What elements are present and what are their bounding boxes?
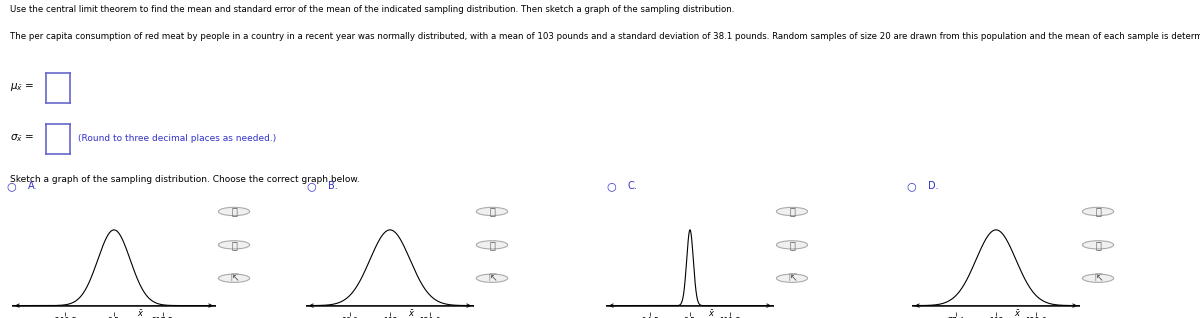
Text: B.: B.	[328, 181, 337, 191]
Text: ⌕: ⌕	[490, 206, 494, 217]
Text: ⇱: ⇱	[1094, 273, 1102, 283]
Text: ⇱: ⇱	[230, 273, 238, 283]
Text: Use the central limit theorem to find the mean and standard error of the mean of: Use the central limit theorem to find th…	[10, 5, 734, 14]
Text: $\bar{x}$: $\bar{x}$	[137, 308, 144, 318]
Text: ⇱: ⇱	[488, 273, 496, 283]
Text: ⌕: ⌕	[232, 206, 236, 217]
Text: $\sigma_{\bar{x}}$ =: $\sigma_{\bar{x}}$ =	[10, 132, 34, 144]
Text: $\bar{x}$: $\bar{x}$	[408, 308, 415, 318]
Text: A.: A.	[28, 181, 37, 191]
Text: $\mu_{\bar{x}}$ =: $\mu_{\bar{x}}$ =	[10, 81, 34, 93]
Text: ⇱: ⇱	[788, 273, 796, 283]
Text: ⌕: ⌕	[790, 206, 794, 217]
Text: ⌕: ⌕	[1096, 240, 1100, 250]
Text: Sketch a graph of the sampling distribution. Choose the correct graph below.: Sketch a graph of the sampling distribut…	[10, 175, 359, 184]
Text: (Round to three decimal places as needed.): (Round to three decimal places as needed…	[78, 134, 276, 143]
Text: $\bar{x}$: $\bar{x}$	[1014, 308, 1021, 318]
Text: ⌕: ⌕	[1096, 206, 1100, 217]
Text: C.: C.	[628, 181, 637, 191]
Text: ⌕: ⌕	[790, 240, 794, 250]
Text: $\bar{x}$: $\bar{x}$	[708, 308, 715, 318]
Text: ○: ○	[906, 181, 916, 191]
Text: ○: ○	[306, 181, 316, 191]
Text: ○: ○	[6, 181, 16, 191]
Text: ⌕: ⌕	[232, 240, 236, 250]
Text: ⌕: ⌕	[490, 240, 494, 250]
Text: The per capita consumption of red meat by people in a country in a recent year w: The per capita consumption of red meat b…	[10, 32, 1200, 41]
Text: ○: ○	[606, 181, 616, 191]
Text: D.: D.	[928, 181, 938, 191]
